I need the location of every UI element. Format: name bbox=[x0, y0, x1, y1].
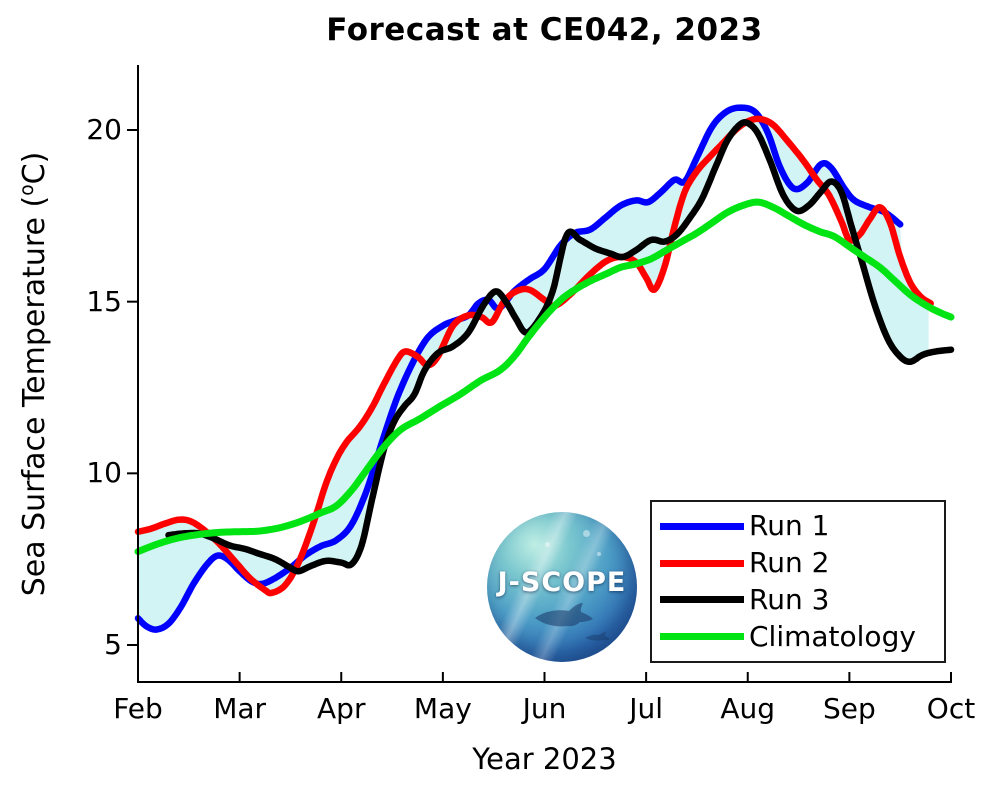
x-tick-label-mar: Mar bbox=[213, 692, 267, 725]
y-axis-label-unit: C) bbox=[17, 151, 52, 185]
x-tick-label-jul: Jul bbox=[629, 692, 664, 725]
x-tick-label-sep: Sep bbox=[822, 692, 876, 725]
logo-text: J-SCOPE bbox=[497, 567, 627, 598]
series-line-run3 bbox=[165, 119, 955, 575]
y-tick-label-10: 10 bbox=[86, 456, 122, 490]
legend-label-run3: Run 3 bbox=[749, 582, 830, 616]
x-tick-label-oct: Oct bbox=[926, 692, 976, 725]
legend-line-sample-run3 bbox=[660, 596, 744, 604]
y-tick-label-5: 5 bbox=[104, 628, 122, 661]
logo-light-rays-decoration bbox=[487, 512, 637, 662]
legend-label-run1: Run 1 bbox=[749, 509, 830, 543]
legend-line-sample-climatology bbox=[660, 633, 744, 641]
legend: Run 1 Run 2 Run 3 Climatology bbox=[650, 500, 946, 663]
y-axis-label-text: Sea Surface Temperature ( bbox=[17, 195, 52, 597]
x-tick-label-apr: Apr bbox=[317, 692, 366, 725]
x-tick-label-feb: Feb bbox=[113, 692, 163, 725]
y-tick-label-20: 20 bbox=[86, 113, 122, 146]
legend-line-sample-run1 bbox=[660, 522, 744, 530]
jscope-logo: J-SCOPE bbox=[487, 512, 637, 662]
logo-bubble-decoration bbox=[597, 552, 601, 556]
y-axis-label-degree: o bbox=[17, 184, 38, 196]
x-tick-label-may: May bbox=[413, 692, 472, 725]
legend-item-run3: Run 3 bbox=[660, 582, 936, 616]
y-tick-label-15: 15 bbox=[86, 284, 122, 318]
logo-bubble-decoration bbox=[583, 530, 590, 537]
legend-label-climatology: Climatology bbox=[749, 619, 916, 653]
series-line-run2 bbox=[134, 115, 934, 597]
x-axis-label: Year 2023 bbox=[472, 742, 617, 776]
ensemble-envelope-fill bbox=[138, 107, 929, 630]
logo-fish-icon bbox=[535, 603, 610, 641]
x-tick-label-jun: Jun bbox=[522, 692, 567, 725]
legend-item-run2: Run 2 bbox=[660, 548, 936, 578]
legend-line-sample-run2 bbox=[660, 559, 744, 567]
legend-item-climatology: Climatology bbox=[660, 619, 936, 653]
legend-item-run1: Run 1 bbox=[660, 511, 936, 541]
series-line-climatology bbox=[134, 198, 955, 556]
chart-title: Forecast at CE042, 2023 bbox=[326, 12, 763, 48]
legend-label-run2: Run 2 bbox=[749, 546, 830, 580]
logo-bubble-decoration bbox=[545, 542, 550, 547]
x-tick-label-aug: Aug bbox=[720, 692, 776, 725]
